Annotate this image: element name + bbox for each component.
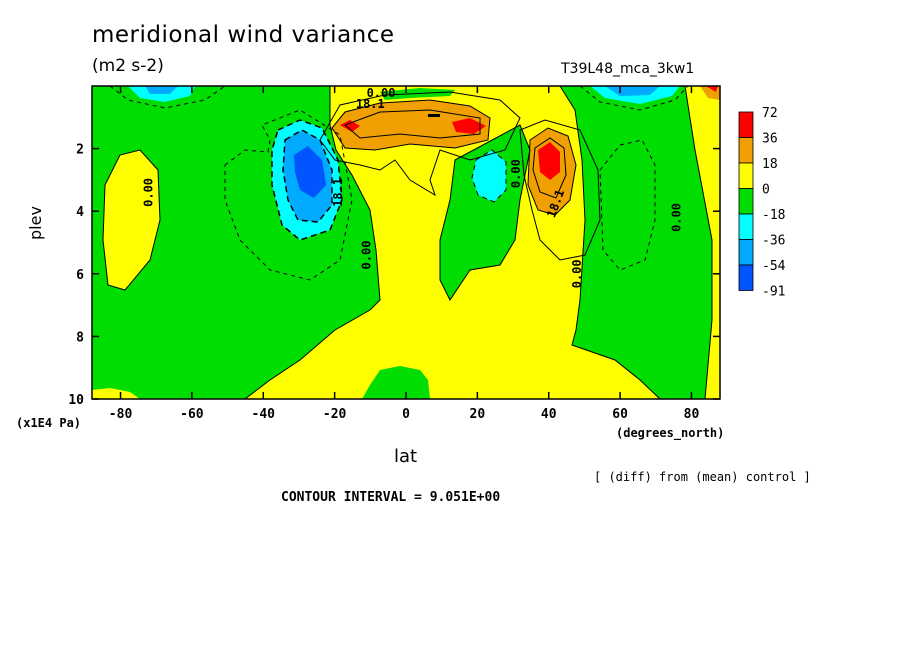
contour-zero-left bbox=[102, 149, 161, 291]
legend-label: -91 bbox=[762, 285, 785, 300]
x-tick-label: -60 bbox=[180, 407, 204, 422]
legend-label: 72 bbox=[762, 106, 778, 121]
field-cyan-north bbox=[472, 150, 506, 202]
legend-swatch bbox=[738, 264, 754, 291]
contour-label: 18.1 bbox=[331, 178, 345, 207]
contour-neg-south-outer bbox=[224, 109, 353, 281]
contour-fields bbox=[92, 86, 720, 399]
field-red-band-left bbox=[340, 120, 360, 132]
contour-zero-right bbox=[684, 86, 713, 399]
field-green-bottom bbox=[380, 370, 430, 399]
contour-neg-south bbox=[271, 119, 343, 241]
x-tick-label: 40 bbox=[541, 407, 557, 422]
contour-pos-north-outer bbox=[519, 119, 601, 261]
field-yellow-left bbox=[103, 150, 160, 290]
diff-note: [ (diff) from (mean) control ] bbox=[594, 470, 811, 484]
y-axis: 2 4 6 8 10 bbox=[68, 143, 720, 408]
legend-swatch bbox=[738, 188, 754, 215]
legend-swatch bbox=[738, 213, 754, 240]
x-tick-label: 60 bbox=[612, 407, 628, 422]
y-tick-label: 10 bbox=[68, 393, 84, 408]
contour-neg-right-outer bbox=[599, 139, 656, 271]
legend-label: 18 bbox=[762, 157, 778, 172]
color-legend: 72 36 18 0 -18 -36 -54 -91 bbox=[738, 106, 786, 300]
run-label: T39L48_mca_3kw1 bbox=[561, 61, 695, 77]
x-tick-label: -40 bbox=[252, 407, 276, 422]
field-green-notch bbox=[440, 125, 530, 300]
field-red-band-right bbox=[452, 118, 486, 134]
legend-label: -18 bbox=[762, 208, 785, 223]
contour-label: 0.00 bbox=[367, 86, 396, 100]
x-tick-label: -20 bbox=[323, 407, 347, 422]
contour-lines bbox=[102, 86, 713, 399]
field-yellow-right bbox=[685, 86, 720, 399]
x-tick-label: 20 bbox=[470, 407, 486, 422]
x-axis-unit: (degrees_north) bbox=[616, 426, 725, 440]
contour-zero-central bbox=[244, 86, 381, 399]
x-axis: -80 -60 -40 -20 0 20 40 60 80 bbox=[109, 86, 700, 422]
x-axis-label: lat bbox=[394, 446, 418, 467]
contour-pos-band-inner bbox=[344, 109, 481, 139]
x-tick-label: -80 bbox=[109, 407, 133, 422]
field-dark-mark bbox=[428, 114, 440, 117]
field-red-north bbox=[538, 142, 560, 180]
field-blue-topleft bbox=[145, 86, 178, 94]
contour-label: 0.00 bbox=[359, 241, 373, 270]
y-tick-label: 8 bbox=[76, 330, 84, 345]
contour-pos-band bbox=[331, 99, 491, 151]
contour-pos-north-inner bbox=[532, 137, 567, 199]
y-tick-label: 2 bbox=[76, 143, 84, 158]
contour-label: 0.00 bbox=[142, 178, 156, 207]
contour-zero-central-right bbox=[559, 86, 661, 399]
field-yellow-bottom-left bbox=[92, 388, 140, 399]
x-tick-label: 80 bbox=[684, 407, 700, 422]
chart-units: (m2 s-2) bbox=[92, 56, 164, 76]
contour-label: 0.00 bbox=[509, 159, 523, 188]
contour-zero-notch bbox=[439, 124, 531, 301]
legend-label: 36 bbox=[762, 132, 778, 147]
contour-neg-topright bbox=[579, 86, 689, 111]
x-tick-label: 0 bbox=[402, 407, 410, 422]
contour-label: 0.00 bbox=[670, 203, 684, 232]
legend-swatch bbox=[738, 137, 754, 164]
contour-label: 0.00 bbox=[570, 259, 584, 288]
field-blue-south bbox=[294, 146, 326, 198]
contour-label: 18.1 bbox=[356, 97, 385, 111]
legend-label: -54 bbox=[762, 259, 786, 274]
contour-neg-south-inner bbox=[282, 129, 333, 223]
contour-interval: CONTOUR INTERVAL = 9.051E+00 bbox=[281, 490, 501, 505]
legend-label: -36 bbox=[762, 234, 785, 249]
field-orange-band bbox=[332, 100, 490, 150]
contour-pos-north bbox=[527, 127, 577, 216]
field-red-topright bbox=[706, 86, 718, 92]
contour-pos-band-outer bbox=[319, 91, 521, 197]
legend-swatch bbox=[738, 111, 754, 138]
field-blue-topright bbox=[605, 86, 660, 96]
legend-label: 0 bbox=[762, 183, 770, 198]
y-tick-label: 4 bbox=[76, 205, 84, 220]
chart-title: meridional wind variance bbox=[92, 22, 395, 48]
y-tick-label: 6 bbox=[76, 268, 84, 283]
legend-swatch bbox=[738, 239, 754, 266]
contour-neg-north bbox=[471, 149, 507, 203]
y-axis-unit: (x1E4 Pa) bbox=[16, 416, 82, 430]
legend-swatch bbox=[738, 162, 754, 189]
